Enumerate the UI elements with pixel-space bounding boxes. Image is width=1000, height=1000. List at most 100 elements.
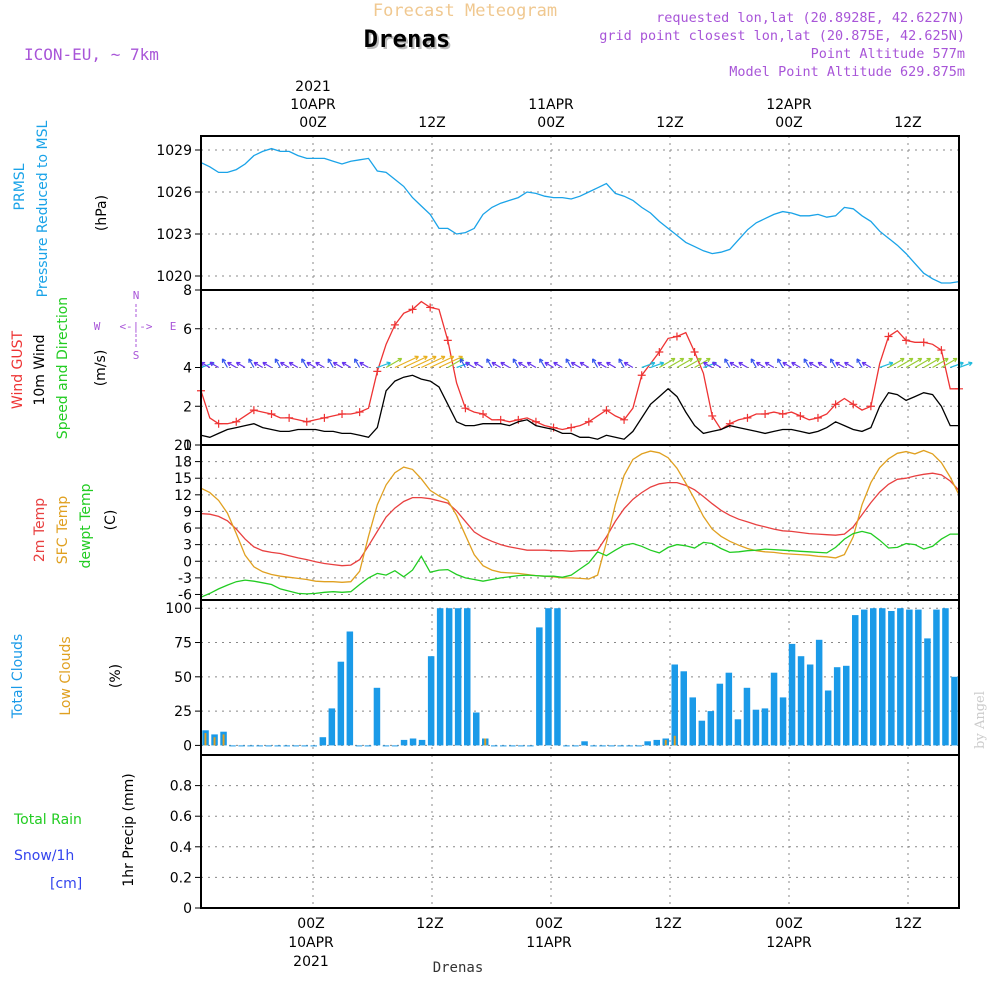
gust-marker bbox=[690, 348, 699, 356]
total-cloud-bar bbox=[473, 712, 480, 746]
wind-arrow-head bbox=[288, 361, 294, 367]
top-time-label: 12Z bbox=[656, 115, 683, 131]
y-tick-label: 0 bbox=[183, 554, 192, 570]
wind-arrow-head bbox=[592, 358, 597, 363]
wind-arrow-head bbox=[432, 355, 437, 361]
wind-direction-arrow bbox=[518, 361, 528, 369]
y-tick-label: 0.4 bbox=[170, 840, 192, 856]
total-cloud-bar bbox=[283, 745, 290, 747]
y-tick-label: -3 bbox=[178, 571, 192, 587]
pressure-unit-label: (hPa) bbox=[94, 195, 110, 231]
wind-arrow-head bbox=[301, 358, 306, 363]
wind-arrow-head bbox=[332, 361, 338, 367]
wind-arrow-head bbox=[570, 361, 576, 367]
wind-arrow-head bbox=[968, 361, 973, 367]
wind-direction-arrow bbox=[438, 355, 463, 369]
wind-direction-arrow bbox=[803, 358, 810, 368]
pressure-msl-label: Pressure Reduced to MSL bbox=[35, 120, 51, 297]
y-tick-label: 2 bbox=[183, 399, 192, 415]
wind-arrow-head bbox=[500, 361, 505, 367]
y-tick-label: 9 bbox=[183, 504, 192, 520]
wind-direction-arrow bbox=[777, 358, 784, 368]
gust-marker bbox=[708, 411, 717, 420]
total-cloud-bar bbox=[292, 745, 299, 747]
temp-2m-label: 2m Temp bbox=[32, 498, 48, 562]
wind-arrow-head bbox=[959, 361, 964, 367]
wind-arrow-head bbox=[835, 361, 840, 367]
total-cloud-bar bbox=[725, 672, 733, 746]
top-label-line3: 12Z bbox=[656, 115, 683, 131]
bottom-label-line1: 12Z bbox=[654, 916, 681, 932]
total-clouds-label: Total Clouds bbox=[10, 634, 26, 719]
gust-marker bbox=[355, 408, 364, 417]
wind-arrow-head bbox=[659, 361, 665, 367]
low-cloud-bar bbox=[204, 733, 207, 746]
total-cloud-bar bbox=[256, 745, 263, 747]
compass-east: E bbox=[170, 320, 177, 333]
clouds-panel: 0 25 50 75 100 bbox=[165, 599, 960, 756]
wind-arrow-head bbox=[386, 361, 391, 367]
wind-direction-arrow bbox=[941, 357, 958, 369]
precip-frame bbox=[200, 754, 960, 909]
y-tick-label: 0 bbox=[183, 901, 192, 917]
total-cloud-bar bbox=[815, 639, 823, 746]
total-cloud-bar bbox=[436, 608, 444, 746]
total-cloud-bar bbox=[716, 683, 724, 746]
wind-arrow-head bbox=[227, 361, 232, 367]
total-cloud-bar bbox=[445, 608, 453, 746]
total-cloud-bar bbox=[734, 719, 742, 746]
wind-direction-arrow bbox=[253, 361, 263, 369]
wind-direction-arrow bbox=[817, 361, 828, 369]
pressure-panel: 1020 1023 1026 1029 bbox=[156, 135, 960, 291]
wind-direction-arrow bbox=[905, 357, 923, 369]
series-line-10m-wind bbox=[200, 374, 959, 440]
gust-marker bbox=[443, 336, 452, 345]
gust-marker bbox=[761, 410, 770, 418]
wind-unit-label: (m/s) bbox=[93, 350, 109, 387]
wind-arrow-head bbox=[900, 357, 905, 363]
low-cloud-bar bbox=[484, 738, 487, 746]
y-tick-label: 0.6 bbox=[170, 809, 192, 825]
wind-arrow-head bbox=[315, 361, 320, 367]
grid-point-coords: grid point closest lon,lat (20.875E, 42.… bbox=[599, 28, 965, 44]
total-cloud-bar bbox=[906, 609, 913, 746]
gust-marker bbox=[214, 419, 223, 428]
bottom-time-label: 00Z 10APR 2021 bbox=[288, 916, 334, 970]
total-cloud-bar bbox=[653, 739, 660, 746]
wind-arrow-head bbox=[688, 357, 694, 363]
wind-arrow-head bbox=[253, 361, 259, 367]
wind-direction-arrow bbox=[685, 357, 702, 369]
top-label-line2: 11APR bbox=[528, 97, 574, 113]
wind-direction-arrow bbox=[465, 361, 475, 369]
series-line-wind-gust bbox=[200, 300, 959, 431]
low-cloud-bar bbox=[213, 737, 216, 746]
wind-direction-arrow bbox=[553, 361, 563, 369]
gust-marker bbox=[302, 417, 311, 426]
total-cloud-bar bbox=[870, 608, 877, 746]
wind-arrow-head bbox=[459, 358, 465, 363]
wind-arrow-head bbox=[423, 355, 428, 361]
total-cloud-bar bbox=[617, 745, 624, 747]
total-cloud-bar bbox=[373, 687, 381, 746]
wind-direction-arrow bbox=[306, 361, 316, 369]
wind-direction-arrow bbox=[500, 361, 510, 369]
gust-marker bbox=[496, 415, 505, 424]
y-tick-label: 1020 bbox=[156, 269, 192, 285]
wind-arrow-head bbox=[327, 358, 332, 363]
precip-unit-label: 1hr Precip (mm) bbox=[121, 773, 137, 886]
wind-direction-arrow bbox=[861, 361, 872, 369]
credit-watermark: by Angel bbox=[973, 691, 988, 749]
total-cloud-bar bbox=[861, 609, 868, 746]
gust-marker bbox=[285, 413, 294, 422]
total-cloud-bar bbox=[382, 745, 390, 747]
wind-direction-arrow bbox=[923, 357, 940, 369]
wind-direction-arrow bbox=[618, 358, 625, 368]
total-cloud-bar bbox=[743, 687, 751, 746]
clouds-panel-labels: Total Clouds Low Clouds (%) bbox=[10, 634, 124, 719]
total-cloud-bar bbox=[247, 745, 254, 747]
total-cloud-bar bbox=[843, 665, 850, 746]
bottom-time-label: 12Z bbox=[894, 916, 921, 932]
bottom-label-line2: 12APR bbox=[766, 935, 812, 951]
snow-unit-label: [cm] bbox=[50, 876, 82, 892]
wind-arrow-head bbox=[861, 361, 867, 367]
